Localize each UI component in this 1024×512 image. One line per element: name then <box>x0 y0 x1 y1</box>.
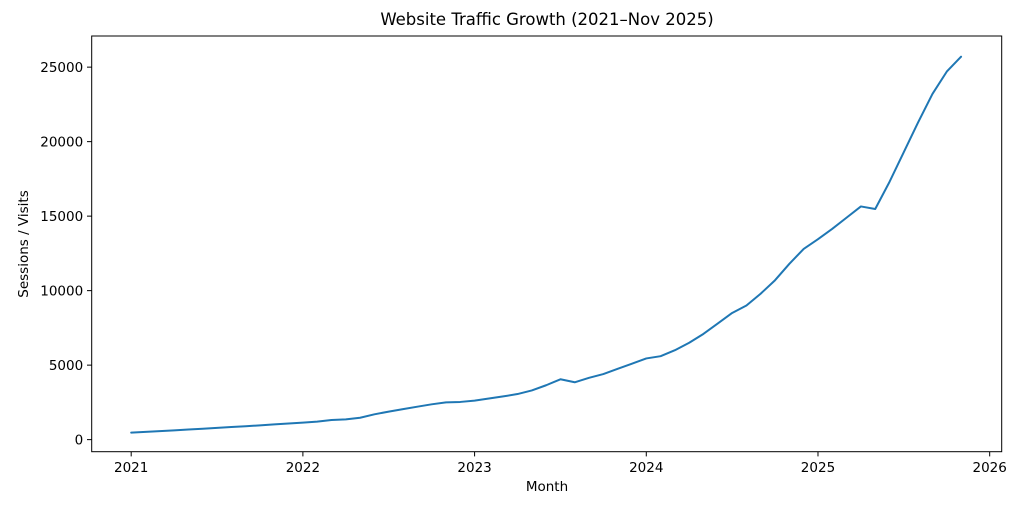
traffic-line <box>130 55 963 434</box>
y-tick-label: 0 <box>75 432 84 448</box>
y-tick-label: 10000 <box>40 283 83 299</box>
y-tick-label: 25000 <box>40 60 83 76</box>
x-tick-label: 2026 <box>973 460 1007 476</box>
x-tick-label: 2024 <box>629 460 663 476</box>
y-tick-label: 5000 <box>49 358 83 374</box>
chart-title: Website Traffic Growth (2021–Nov 2025) <box>380 10 714 29</box>
x-axis-label: Month <box>525 479 569 495</box>
y-tick-label: 20000 <box>40 134 83 150</box>
x-tick-label: 2023 <box>457 460 491 476</box>
axes-spines <box>91 35 1003 453</box>
x-tick-label: 2022 <box>286 460 320 476</box>
x-tick-label: 2025 <box>801 460 835 476</box>
x-tick-label: 2021 <box>114 460 148 476</box>
y-tick-label: 15000 <box>40 209 83 225</box>
